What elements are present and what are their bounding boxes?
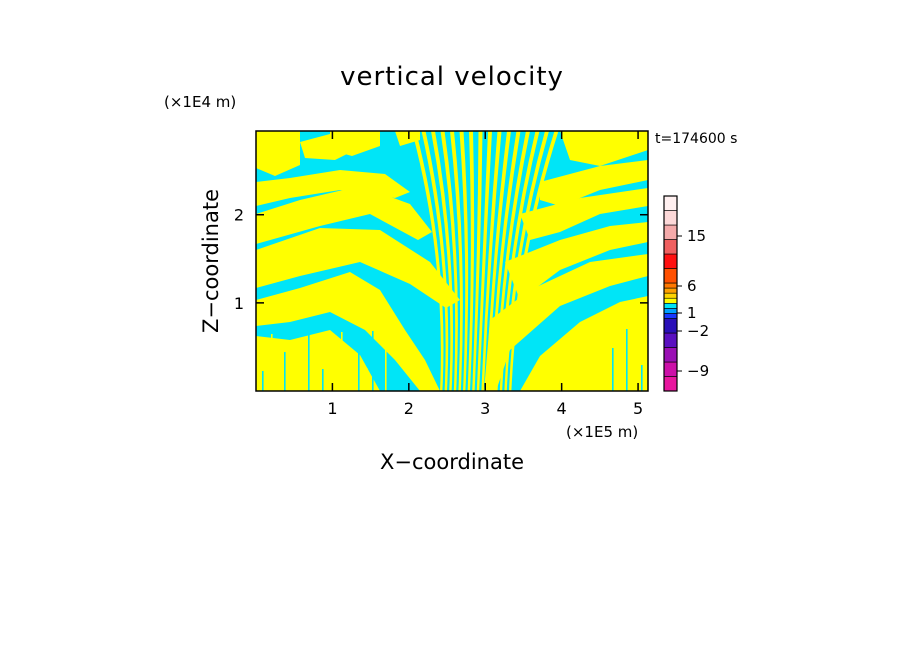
noise-streak-4 — [308, 333, 310, 391]
noise-streak-2 — [284, 352, 286, 391]
noise-streak-18 — [641, 365, 643, 391]
x-unit-label: (×1E5 m) — [566, 423, 638, 441]
positive-velocity-region-11 — [520, 188, 648, 240]
colorbar-level-15 — [663, 224, 678, 240]
wave-ray-9 — [481, 131, 502, 391]
velocity-field — [256, 131, 648, 391]
noise-streak-7 — [341, 332, 343, 391]
x-tick-label-0: 1 — [327, 399, 337, 418]
colorbar-level-8 — [663, 297, 678, 304]
noise-streak-10 — [372, 331, 374, 391]
positive-velocity-region-0 — [256, 131, 300, 176]
colorbar-level-14 — [663, 239, 678, 255]
noise-streak-16 — [626, 329, 628, 391]
colorbar-label-2: 1 — [687, 304, 697, 322]
wave-ray-11 — [490, 131, 521, 391]
wave-ray-12 — [495, 131, 530, 391]
positive-velocity-region-10 — [540, 160, 648, 206]
x-tick-label-2: 3 — [480, 399, 490, 418]
colorbar-level-11 — [663, 282, 678, 289]
plot-frame — [255, 130, 649, 392]
colorbar-label-0: 15 — [687, 227, 706, 245]
positive-velocity-region-6 — [256, 228, 460, 308]
noise-streak-14 — [612, 348, 614, 391]
noise-streak-13 — [602, 330, 604, 391]
colorbar-level-1 — [663, 361, 678, 377]
x-axis-label: X−coordinate — [380, 450, 524, 474]
noise-streak-5 — [316, 351, 318, 391]
colorbar-label-3: −2 — [687, 322, 709, 340]
wave-ray-1 — [421, 131, 449, 391]
y-axis-label: Z−coordinate — [199, 189, 223, 333]
x-axis: 1 2 3 4 5 — [327, 131, 643, 418]
colorbar-level-4 — [663, 318, 678, 334]
colorbar-level-13 — [663, 253, 678, 269]
positive-velocity-region-3 — [256, 170, 410, 206]
noise-streak-8 — [358, 350, 360, 391]
noise-streak-17 — [633, 347, 635, 391]
wave-ray-8 — [476, 131, 492, 391]
colorbar-label-4: −9 — [687, 362, 709, 380]
wave-ray-3 — [440, 131, 458, 391]
positive-velocity-region-9 — [560, 131, 648, 166]
noise-streak-0 — [262, 371, 264, 391]
y-unit-label: (×1E4 m) — [164, 93, 236, 111]
wave-ray-0 — [412, 131, 444, 391]
colorbar-level-5 — [663, 313, 678, 319]
x-tick-label-1: 2 — [404, 399, 414, 418]
colorbar-level-2 — [663, 347, 678, 363]
noise-streak-1 — [271, 334, 273, 391]
positive-velocity-region-7 — [256, 272, 440, 391]
wave-ray-4 — [450, 131, 463, 391]
y-axis: 12 — [234, 206, 648, 313]
noise-streak-12 — [395, 367, 397, 391]
positive-velocity-region-14 — [520, 296, 648, 391]
colorbar-level-16 — [663, 210, 678, 226]
colorbar-level-7 — [663, 302, 678, 309]
positive-velocity-region-8 — [256, 330, 380, 391]
wave-ray-6 — [467, 131, 475, 391]
wave-ray-2 — [431, 131, 454, 391]
plot-area — [255, 130, 649, 392]
colorbar-level-12 — [663, 268, 678, 284]
chart-title: vertical velocity — [340, 62, 564, 92]
wave-ray-7 — [472, 131, 483, 391]
noise-streak-15 — [619, 366, 621, 391]
wave-ray-5 — [459, 131, 469, 391]
positive-velocity-region-5 — [256, 186, 432, 244]
positive-velocity-region-4 — [300, 134, 355, 160]
x-tick-label-4: 5 — [633, 399, 643, 418]
colorbar-frame — [663, 195, 678, 392]
noise-streak-3 — [297, 370, 299, 391]
positive-velocity-region-12 — [505, 222, 648, 300]
wave-ray-10 — [486, 131, 511, 391]
colorbar-level-3 — [663, 332, 678, 348]
y-tick-label-0: 1 — [234, 294, 244, 313]
colorbar: 15 6 1−2 −9 — [663, 195, 709, 392]
x-tick-label-3: 4 — [557, 399, 567, 418]
colorbar-level-6 — [663, 308, 678, 314]
colorbar-level-10 — [663, 287, 678, 294]
colorbar-label-1: 6 — [687, 277, 697, 295]
noise-streak-11 — [385, 349, 387, 391]
noise-streak-6 — [322, 369, 324, 391]
noise-streak-9 — [366, 368, 368, 391]
y-tick-label-1: 2 — [234, 206, 244, 225]
colorbar-level-9 — [663, 292, 678, 299]
colorbar-level-0 — [663, 376, 678, 392]
time-label: t=174600 s — [655, 131, 737, 147]
colorbar-level-17 — [663, 195, 678, 211]
